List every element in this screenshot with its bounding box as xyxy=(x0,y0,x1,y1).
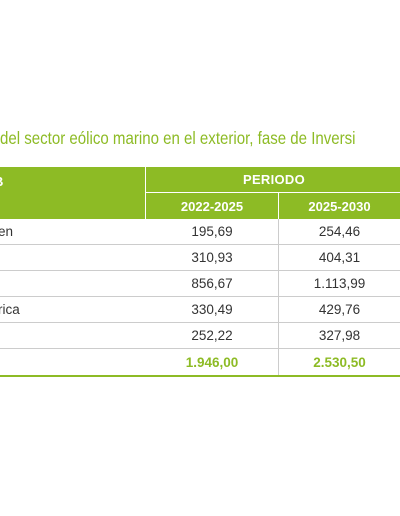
value-2022-2025: 195,69 xyxy=(191,224,233,239)
header-rule xyxy=(146,192,400,193)
value-2022-2025: 310,93 xyxy=(191,250,233,265)
first-column-header: B xyxy=(0,174,3,189)
table-header: B PERIODO 2022-2025 2025-2030 xyxy=(0,167,400,219)
table-row: 310,93 404,31 xyxy=(0,245,400,271)
cell-divider xyxy=(278,297,279,322)
column-header-2022-2025: 2022-2025 xyxy=(180,199,244,214)
total-2025-2030: 2.530,50 xyxy=(313,355,366,370)
cell-divider xyxy=(278,271,279,296)
header-divider xyxy=(145,167,146,219)
value-2025-2030: 254,46 xyxy=(318,224,361,239)
table-row: en 195,69 254,46 xyxy=(0,219,400,245)
value-2022-2025: 330,49 xyxy=(191,302,233,317)
row-label: en xyxy=(0,224,14,239)
total-row: 1.946,00 2.530,50 xyxy=(0,349,400,377)
cell-divider xyxy=(278,349,279,375)
value-2025-2030: 404,31 xyxy=(318,250,361,265)
table-title: del sector eólico marino en el exterior,… xyxy=(0,128,356,148)
data-table: B PERIODO 2022-2025 2025-2030 en 195,69 … xyxy=(0,167,400,377)
value-2025-2030: 327,98 xyxy=(318,328,361,343)
value-2022-2025: 856,67 xyxy=(191,276,233,291)
table-row: rica 330,49 429,76 xyxy=(0,297,400,323)
value-2025-2030: 1.113,99 xyxy=(313,276,366,291)
row-label: rica xyxy=(0,302,20,317)
total-2022-2025: 1.946,00 xyxy=(185,355,239,370)
value-2025-2030: 429,76 xyxy=(318,302,361,317)
table-row: 856,67 1.113,99 xyxy=(0,271,400,297)
cell-divider xyxy=(278,323,279,348)
cell-divider xyxy=(278,219,279,244)
header-subdivider xyxy=(278,193,279,219)
column-header-2025-2030: 2025-2030 xyxy=(308,199,371,214)
table-row: 252,22 327,98 xyxy=(0,323,400,349)
period-group-header: PERIODO xyxy=(242,172,306,187)
value-2022-2025: 252,22 xyxy=(191,328,233,343)
cell-divider xyxy=(278,245,279,270)
